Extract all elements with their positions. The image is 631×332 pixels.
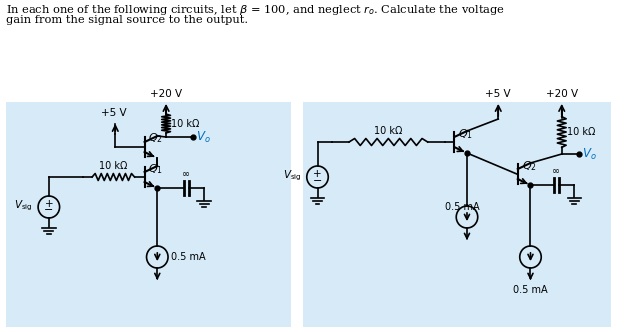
Text: +20 V: +20 V [150, 89, 182, 99]
Text: $V_{\mathrm{sig}}$: $V_{\mathrm{sig}}$ [15, 199, 33, 213]
Text: 0.5 mA: 0.5 mA [445, 202, 480, 212]
FancyBboxPatch shape [6, 102, 291, 327]
Text: $\infty$: $\infty$ [551, 165, 560, 175]
Text: $Q_2$: $Q_2$ [148, 131, 163, 145]
Text: +: + [313, 169, 322, 179]
Text: 0.5 mA: 0.5 mA [171, 252, 206, 262]
Text: $Q_1$: $Q_1$ [458, 127, 473, 141]
FancyBboxPatch shape [303, 102, 611, 327]
Text: $\infty$: $\infty$ [181, 168, 190, 178]
Text: 0.5 mA: 0.5 mA [513, 285, 548, 295]
Text: −: − [44, 206, 54, 215]
Text: +5 V: +5 V [100, 108, 126, 118]
Text: +20 V: +20 V [546, 89, 578, 99]
Text: $V_{\mathrm{sig}}$: $V_{\mathrm{sig}}$ [283, 169, 302, 183]
Text: −: − [313, 176, 322, 186]
Text: 10 kΩ: 10 kΩ [567, 127, 595, 137]
Text: $V_o$: $V_o$ [196, 129, 211, 144]
Text: $Q_2$: $Q_2$ [522, 159, 536, 173]
Text: +: + [45, 199, 53, 208]
Text: +5 V: +5 V [485, 89, 511, 99]
Text: $V_o$: $V_o$ [582, 146, 597, 162]
Text: In each one of the following circuits, let $\beta$ = 100, and neglect $r_o$. Cal: In each one of the following circuits, l… [6, 3, 505, 17]
Text: 10 kΩ: 10 kΩ [99, 161, 127, 171]
Text: $Q_1$: $Q_1$ [148, 162, 163, 176]
Text: 10 kΩ: 10 kΩ [171, 119, 199, 128]
Text: 10 kΩ: 10 kΩ [374, 126, 403, 136]
Text: gain from the signal source to the output.: gain from the signal source to the outpu… [6, 15, 248, 25]
